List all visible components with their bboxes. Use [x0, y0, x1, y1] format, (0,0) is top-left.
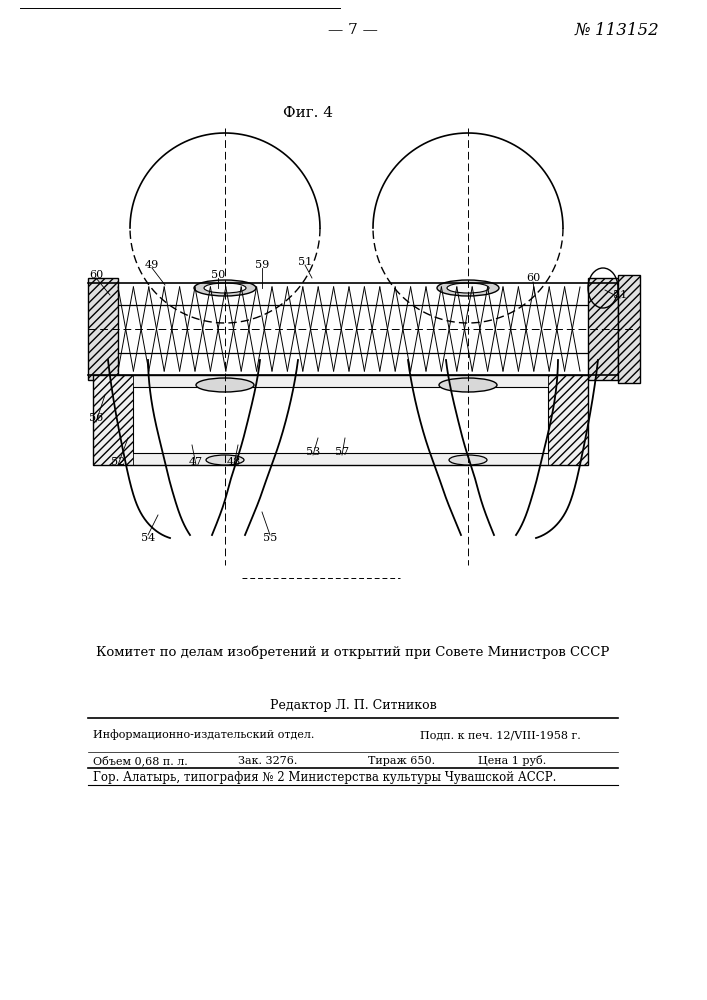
- Text: 51: 51: [298, 257, 312, 267]
- Text: Цена 1 руб.: Цена 1 руб.: [478, 756, 547, 766]
- Bar: [588, 278, 618, 380]
- Ellipse shape: [439, 378, 497, 392]
- Text: Фиг. 4: Фиг. 4: [283, 106, 333, 120]
- Bar: [548, 375, 588, 465]
- Bar: [93, 375, 588, 465]
- Text: 48: 48: [227, 457, 241, 467]
- Text: 55: 55: [263, 533, 277, 543]
- Text: Информационно-издательский отдел.: Информационно-издательский отдел.: [93, 730, 315, 740]
- Text: 56: 56: [89, 413, 103, 423]
- Text: № 113152: № 113152: [575, 21, 660, 38]
- Ellipse shape: [447, 283, 489, 293]
- Text: Объем 0,68 п. л.: Объем 0,68 п. л.: [93, 756, 188, 766]
- Text: 47: 47: [189, 457, 203, 467]
- Text: 54: 54: [141, 533, 155, 543]
- Ellipse shape: [449, 455, 487, 465]
- Bar: [93, 375, 133, 465]
- Text: — 7 —: — 7 —: [328, 23, 378, 37]
- Bar: [618, 275, 640, 383]
- Ellipse shape: [196, 378, 254, 392]
- Text: Подп. к печ. 12/VIII-1958 г.: Подп. к печ. 12/VIII-1958 г.: [420, 730, 580, 740]
- Text: Гор. Алатырь, типография № 2 Министерства культуры Чувашской АССР.: Гор. Алатырь, типография № 2 Министерств…: [93, 770, 556, 784]
- Text: 49: 49: [145, 260, 159, 270]
- Ellipse shape: [194, 280, 256, 296]
- Ellipse shape: [204, 283, 246, 293]
- Text: 51: 51: [613, 290, 627, 300]
- Text: 57: 57: [335, 447, 349, 457]
- Text: 60: 60: [526, 273, 540, 283]
- Text: 53: 53: [306, 447, 320, 457]
- Text: 52: 52: [111, 457, 125, 467]
- Text: Редактор Л. П. Ситников: Редактор Л. П. Ситников: [269, 698, 436, 712]
- Text: 50: 50: [211, 270, 225, 280]
- Text: Зак. 3276.: Зак. 3276.: [238, 756, 298, 766]
- Text: 59: 59: [255, 260, 269, 270]
- Ellipse shape: [437, 280, 499, 296]
- Bar: [133, 387, 548, 453]
- Bar: [88, 278, 118, 380]
- Text: Комитет по делам изобретений и открытий при Совете Министров СССР: Комитет по делам изобретений и открытий …: [96, 645, 609, 659]
- Text: Тираж 650.: Тираж 650.: [368, 756, 435, 766]
- Text: 60: 60: [89, 270, 103, 280]
- Ellipse shape: [206, 455, 244, 465]
